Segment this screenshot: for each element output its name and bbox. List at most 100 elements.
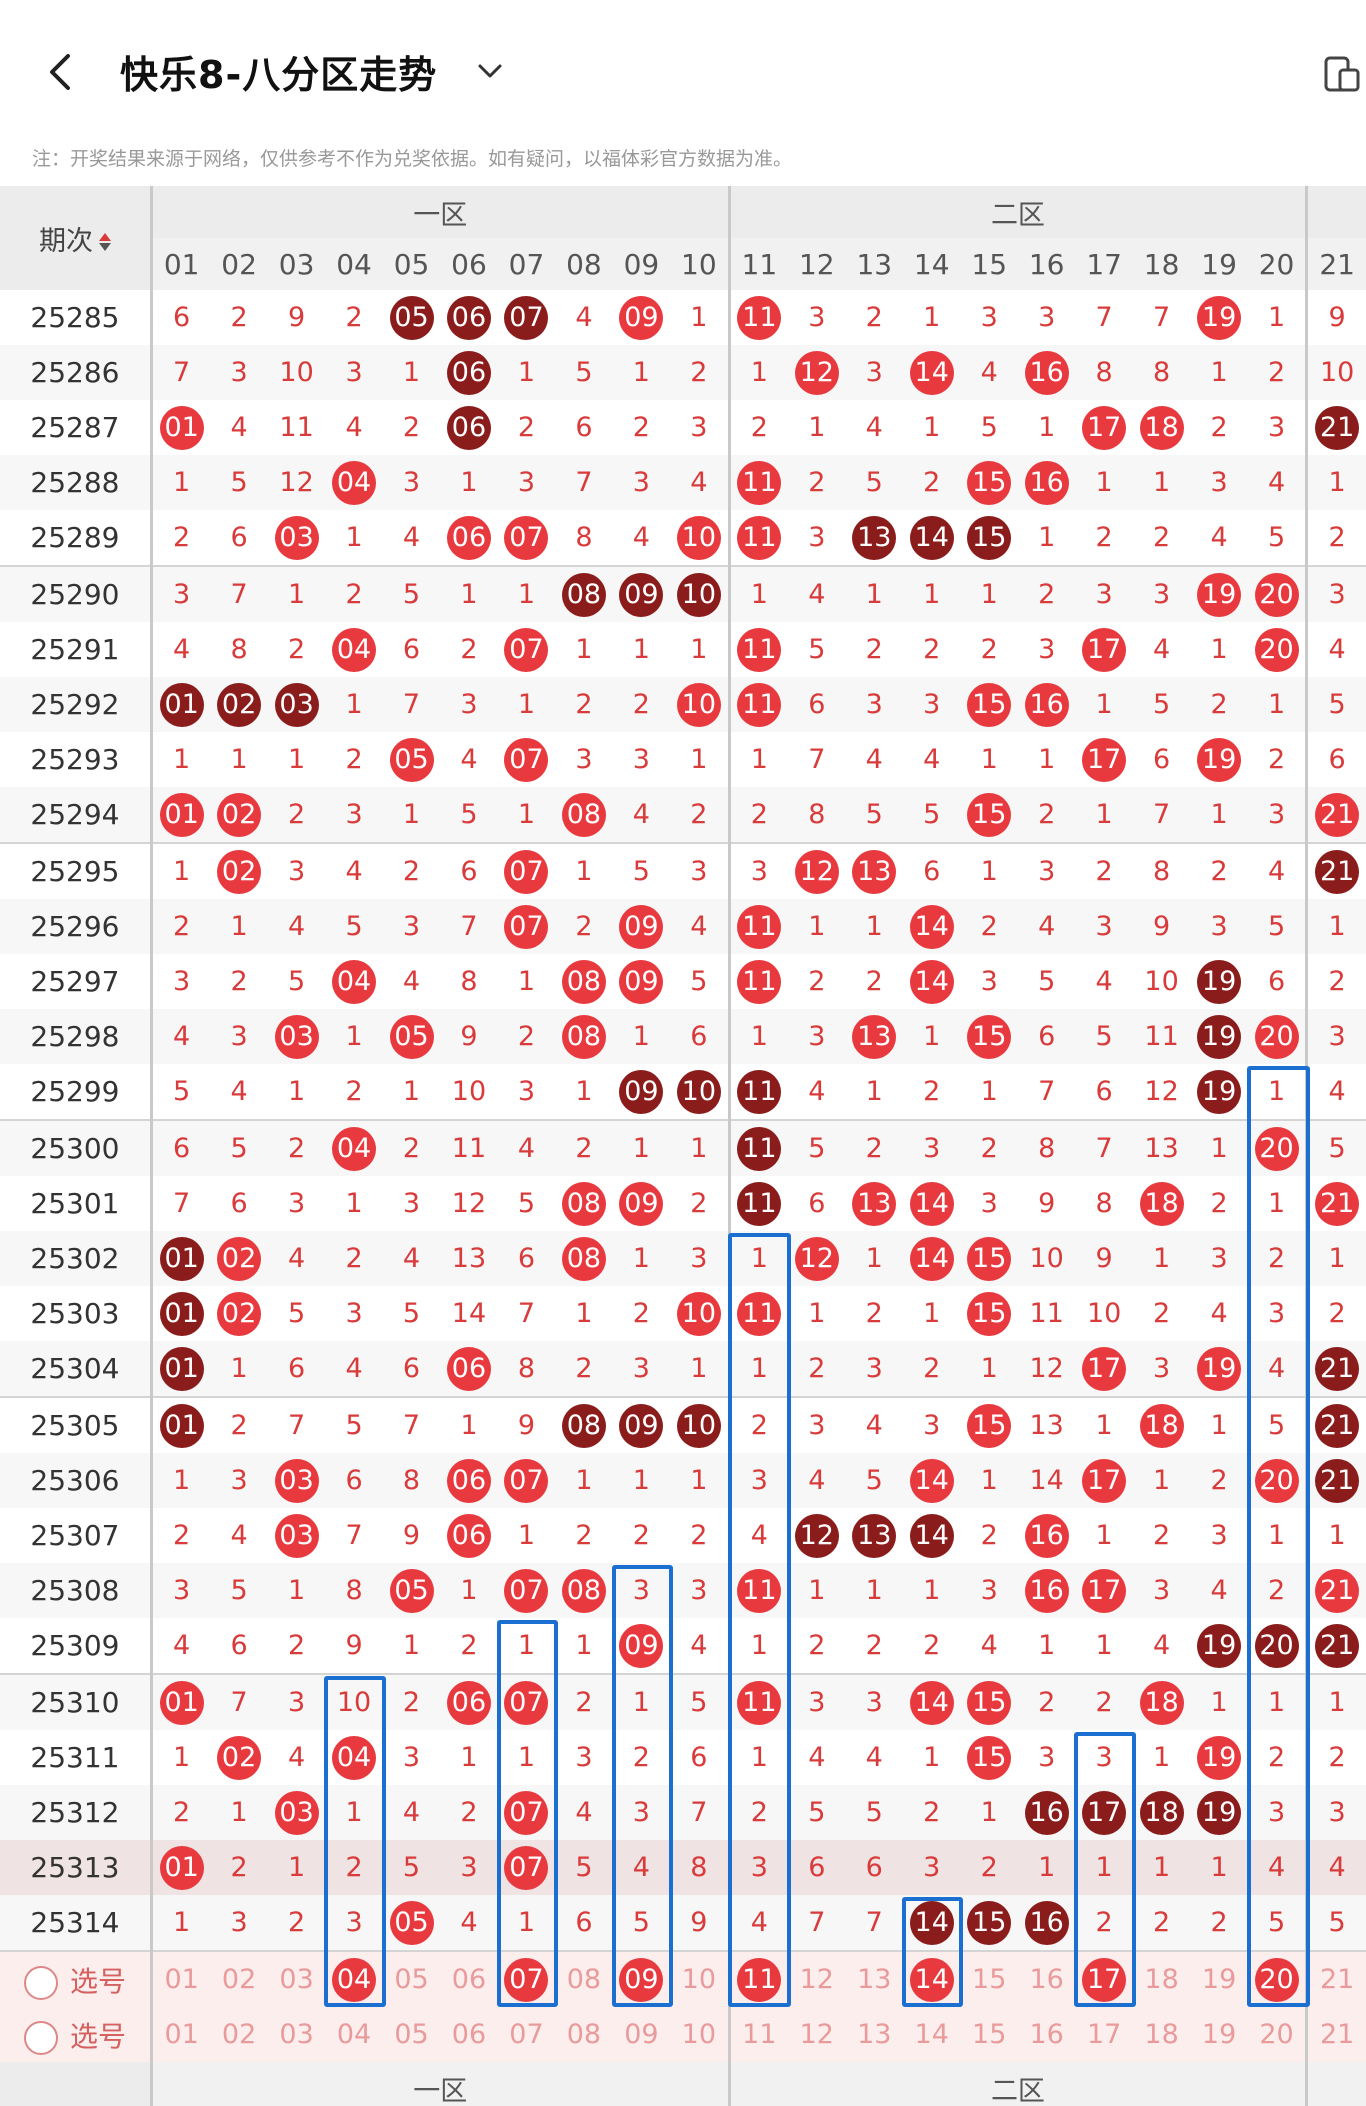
selected-number-ball[interactable]: 09 <box>619 1957 664 2002</box>
pick-number-cell[interactable]: 06 <box>440 2007 498 2062</box>
pick-number-cell[interactable]: 21 <box>1305 1950 1366 2007</box>
table-row[interactable]: 25303 01 02 5 3 5 14 7 1 2 10 11 1 2 1 15 11 10 2 4 3 2 <box>0 1286 1366 1341</box>
table-row[interactable]: 25307 2 4 03 7 9 06 1 2 2 2 4 12 13 14 2 16 1 2 3 1 1 <box>0 1508 1366 1563</box>
table-row[interactable]: 25314 1 3 2 3 05 4 1 6 5 9 4 7 7 14 15 16 2 2 2 5 5 <box>0 1895 1366 1951</box>
table-row[interactable]: 25313 01 2 1 2 5 3 07 5 4 8 3 6 6 3 2 1 1 1 1 4 4 <box>0 1840 1366 1895</box>
pick-number-cell[interactable]: 01 <box>149 1950 211 2007</box>
pick-number-cell[interactable]: 19 <box>1190 2007 1248 2062</box>
pick-number-cell[interactable]: 12 <box>788 2007 846 2062</box>
pick-number-cell[interactable]: 12 <box>788 1950 846 2007</box>
chevron-down-icon[interactable] <box>476 60 504 82</box>
pick-number-cell[interactable]: 02 <box>210 1950 268 2007</box>
pick-number-cell[interactable]: 18 <box>1132 2007 1191 2062</box>
pick-number-cell[interactable]: 18 <box>1132 1950 1191 2007</box>
pick-row[interactable]: 选号 01 02 03 04 05 06 07 08 09 10 11 12 13 14 15 16 17 18 19… <box>0 1950 1366 2007</box>
pick-number-cell[interactable]: 15 <box>960 1950 1018 2007</box>
back-arrow-icon[interactable] <box>42 52 82 92</box>
pick-number-cell[interactable]: 13 <box>845 1950 903 2007</box>
pick-number-cell[interactable]: 20 <box>1247 2007 1307 2062</box>
trend-cell: 3 <box>287 1188 306 1219</box>
selected-number-ball[interactable]: 17 <box>1082 1957 1127 2002</box>
pick-number-cell[interactable]: 11 <box>727 2007 789 2062</box>
pick-number-cell[interactable]: 16 <box>1017 1950 1076 2007</box>
selected-number-ball[interactable]: 04 <box>332 1957 377 2002</box>
pick-number-cell[interactable]: 16 <box>1017 2007 1076 2062</box>
table-row[interactable]: 25295 1 02 3 4 2 6 07 1 5 3 3 12 13 6 1 3 2 8 2 4 21 <box>0 842 1366 899</box>
table-row[interactable]: 25308 3 5 1 8 05 1 07 08 3 3 11 1 1 1 3 16 17 3 4 2 21 <box>0 1563 1366 1618</box>
pick-number-cell[interactable]: 05 <box>382 1950 441 2007</box>
pick-number-cell[interactable]: 19 <box>1190 1950 1248 2007</box>
table-row[interactable]: 25299 5 4 1 2 1 10 3 1 09 10 11 4 1 2 1 7 6 12 19 1 4 <box>0 1064 1366 1120</box>
pick-number-cell[interactable]: 21 <box>1305 2007 1366 2062</box>
sort-icon[interactable] <box>98 233 111 251</box>
pick-number-cell[interactable]: 11 <box>727 1950 789 2007</box>
period-column-header[interactable]: 期次 <box>0 186 153 290</box>
pick-number-cell[interactable]: 17 <box>1075 1950 1133 2007</box>
pick-number-cell[interactable]: 10 <box>670 2007 730 2062</box>
pick-number-cell[interactable]: 17 <box>1075 2007 1133 2062</box>
table-row[interactable]: 25302 01 02 4 2 4 13 6 08 1 3 1 12 1 14 15 10 9 1 3 2 1 <box>0 1231 1366 1286</box>
pick-row-label-cell[interactable]: 选号 <box>0 1950 153 2007</box>
selected-number-ball[interactable]: 11 <box>737 1957 782 2002</box>
drawn-number-ball: 16 <box>1024 1568 1069 1613</box>
table-row[interactable]: 25306 1 3 03 6 8 06 07 1 1 1 3 4 5 14 1 14 17 1 2 20 21 <box>0 1453 1366 1508</box>
table-row[interactable]: 25305 01 2 7 5 7 1 9 08 09 10 2 3 4 3 15 13 1 18 1 5 21 <box>0 1396 1366 1453</box>
pick-number-cell[interactable]: 05 <box>382 2007 441 2062</box>
table-row[interactable]: 25290 3 7 1 2 5 1 1 08 09 10 1 4 1 1 1 2 3 3 19 20 3 <box>0 565 1366 622</box>
table-row[interactable]: 25285 6 2 9 2 05 06 07 4 09 1 11 3 2 1 3 3 7 7 19 1 9 <box>0 290 1366 345</box>
trend-cell: 5 <box>788 1785 846 1840</box>
pick-number-cell[interactable]: 03 <box>267 2007 326 2062</box>
selected-number-ball[interactable]: 07 <box>504 1957 549 2002</box>
pick-number-cell[interactable]: 06 <box>440 1950 498 2007</box>
table-row[interactable]: 25286 7 3 10 3 1 06 1 5 1 2 1 12 3 14 4 16 8 8 1 2 10 <box>0 345 1366 400</box>
trend-cell: 3 <box>1132 1341 1191 1397</box>
trend-cell: 09 <box>613 290 670 345</box>
pick-number-cell[interactable]: 04 <box>325 2007 383 2062</box>
pick-number-cell[interactable]: 08 <box>555 2007 613 2062</box>
table-row[interactable]: 25287 01 4 11 4 2 06 2 6 2 3 2 1 4 1 5 1 17 18 2 3 21 <box>0 400 1366 455</box>
pick-number-cell[interactable]: 14 <box>903 2007 961 2062</box>
pick-row-label-cell[interactable]: 选号 <box>0 2007 153 2062</box>
table-row[interactable]: 25298 4 3 03 1 05 9 2 08 1 6 1 3 13 1 15 6 5 11 19 20 3 <box>0 1009 1366 1064</box>
pick-number-cell[interactable]: 09 <box>612 2007 671 2062</box>
radio-circle-icon[interactable] <box>23 1965 58 2000</box>
device-switch-icon[interactable] <box>1322 54 1362 94</box>
table-row[interactable]: 25294 01 02 2 3 1 5 1 08 4 2 2 8 5 5 15 2 1 7 1 3 21 <box>0 787 1366 843</box>
table-row[interactable]: 25293 1 1 1 2 05 4 07 3 3 1 1 7 4 4 1 1 17 6 19 2 6 <box>0 732 1366 787</box>
table-row[interactable]: 25296 2 1 4 5 3 7 07 2 09 4 11 1 1 14 2 4 3 9 3 5 1 <box>0 899 1366 954</box>
table-row[interactable]: 25310 01 7 3 10 2 06 07 2 1 5 11 3 3 14 15 2 2 18 1 1 1 <box>0 1673 1366 1730</box>
pick-number-cell[interactable]: 07 <box>497 2007 556 2062</box>
pick-number-cell[interactable]: 08 <box>555 1950 613 2007</box>
drawn-number-ball: 17 <box>1082 1568 1127 1613</box>
trend-table-container[interactable]: 期次 一区 二区 01 02 03 04 05 06 07 08 09 10 11 12 13 14 15 16 17… <box>0 186 1366 2106</box>
table-row[interactable]: 25291 4 8 2 04 6 2 07 1 1 1 11 5 2 2 2 3 17 4 1 20 4 <box>0 622 1366 677</box>
table-row[interactable]: 25309 4 6 2 9 1 2 1 1 09 4 1 2 2 2 4 1 1 4 19 20 21 <box>0 1618 1366 1674</box>
table-row[interactable]: 25311 1 02 4 04 3 1 1 3 2 6 1 4 4 1 15 3 3 1 19 2 2 <box>0 1730 1366 1785</box>
table-row[interactable]: 25304 01 1 6 4 6 06 8 2 3 1 1 2 3 2 1 12 17 3 19 4 21 <box>0 1341 1366 1397</box>
table-row[interactable]: 25297 3 2 5 04 4 8 1 08 09 5 11 2 2 14 3 5 4 10 19 6 2 <box>0 954 1366 1009</box>
table-row[interactable]: 25312 2 1 03 1 4 2 07 4 3 7 2 5 5 2 1 16 17 18 19 3 3 <box>0 1785 1366 1840</box>
page-title[interactable]: 快乐8-八分区走势 <box>120 53 438 97</box>
pick-number-cell[interactable]: 02 <box>210 2007 268 2062</box>
table-row[interactable]: 25292 01 02 03 1 7 3 1 2 2 10 11 6 3 3 15 16 1 5 2 1 5 <box>0 677 1366 732</box>
pick-row[interactable]: 选号 01 02 03 04 05 06 07 08 09 10 11 12 13 14 15 16 17 18 19… <box>0 2007 1366 2062</box>
pick-number-cell[interactable]: 01 <box>149 2007 211 2062</box>
selected-number-ball[interactable]: 20 <box>1254 1957 1299 2002</box>
table-row[interactable]: 25288 1 5 12 04 3 1 3 7 3 4 11 2 5 2 15 16 1 1 3 4 1 <box>0 455 1366 510</box>
pick-number-cell[interactable]: 04 <box>325 1950 383 2007</box>
table-row[interactable]: 25301 7 6 3 1 3 12 5 08 09 2 11 6 13 14 3 9 8 18 2 1 21 <box>0 1176 1366 1231</box>
trend-cell: 5 <box>1247 1895 1307 1951</box>
pick-number-cell[interactable]: 07 <box>497 1950 556 2007</box>
table-row[interactable]: 25300 6 5 2 04 2 11 4 2 1 1 11 5 2 3 2 8 7 13 1 20 5 <box>0 1119 1366 1176</box>
selected-number-ball[interactable]: 14 <box>909 1957 954 2002</box>
pick-number-cell[interactable]: 14 <box>903 1950 961 2007</box>
trend-cell: 2 <box>670 345 730 400</box>
pick-number-cell[interactable]: 15 <box>960 2007 1018 2062</box>
pick-number-cell[interactable]: 13 <box>845 2007 903 2062</box>
radio-circle-icon[interactable] <box>23 2020 58 2055</box>
pick-number-cell[interactable]: 10 <box>670 1950 730 2007</box>
pick-number-cell[interactable]: 09 <box>612 1950 671 2007</box>
table-row[interactable]: 25289 2 6 03 1 4 06 07 8 4 10 11 3 13 14 15 1 2 2 4 5 2 <box>0 510 1366 566</box>
pick-number-cell[interactable]: 03 <box>267 1950 326 2007</box>
pick-number-cell[interactable]: 20 <box>1247 1950 1307 2007</box>
